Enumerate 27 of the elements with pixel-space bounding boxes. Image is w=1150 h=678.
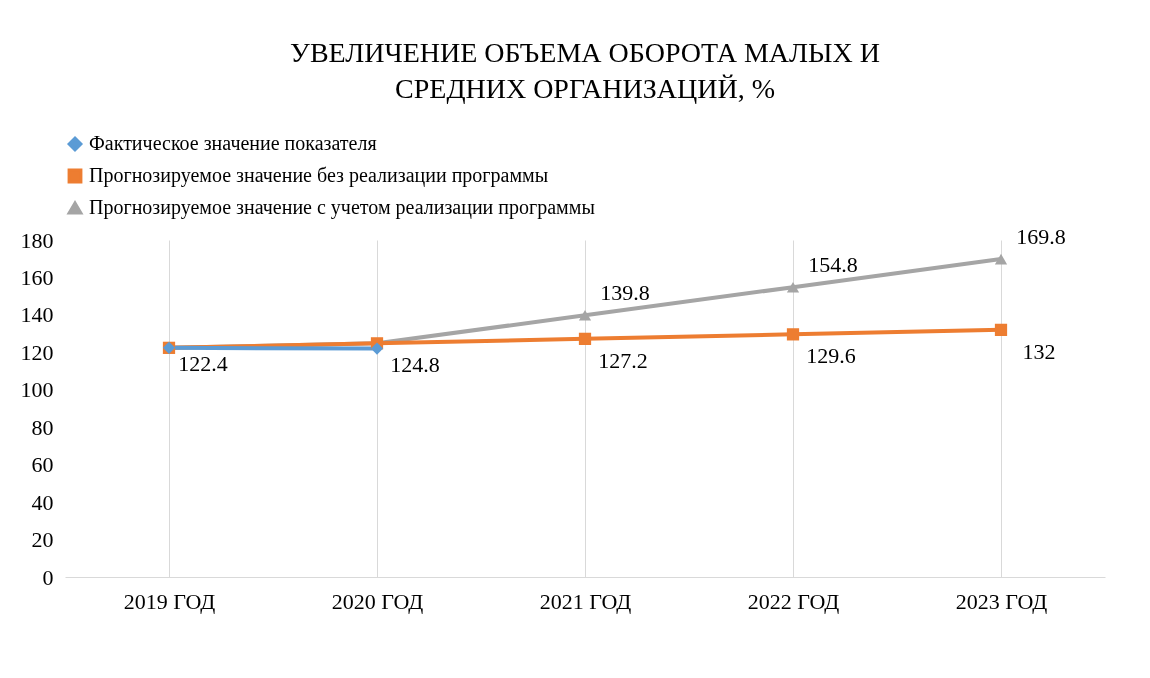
x-tick-label: 2023 ГОД (955, 588, 1048, 614)
data-label: 139.8 (600, 280, 650, 306)
y-tick-label: 0 (42, 564, 54, 590)
data-label: 122.4 (178, 350, 228, 376)
data-label: 127.2 (598, 347, 648, 373)
y-tick-label: 100 (20, 377, 54, 403)
y-tick-label: 20 (31, 527, 54, 553)
chart-title: УВЕЛИЧЕНИЕ ОБЪЕМА ОБОРОТА МАЛЫХ И СРЕДНИХ ОРГАНИЗАЦИЙ, % (290, 37, 880, 104)
y-tick-label: 160 (20, 264, 54, 290)
x-tick-label: 2019 ГОД (123, 588, 216, 614)
data-label: 124.8 (390, 352, 440, 378)
data-label: 169.8 (1016, 224, 1066, 250)
y-tick-label: 80 (31, 414, 54, 440)
y-tick-label: 40 (31, 489, 54, 515)
x-tick-label: 2020 ГОД (331, 588, 424, 614)
y-tick-label: 60 (31, 452, 54, 478)
legend-label: Фактическое значение показателя (89, 132, 377, 154)
data-label: 132 (1022, 338, 1056, 364)
x-tick-label: 2021 ГОД (539, 588, 632, 614)
y-tick-label: 140 (20, 302, 54, 328)
legend-label: Прогнозируемое значение без реализации программы (89, 164, 549, 187)
legend-label: Прогнозируемое значение с учетом реализации программы (89, 196, 595, 219)
y-tick-label: 120 (20, 339, 54, 365)
data-label: 129.6 (806, 343, 856, 369)
data-label: 154.8 (808, 252, 858, 278)
x-tick-label: 2022 ГОД (747, 588, 840, 614)
y-tick-label: 180 (20, 227, 54, 253)
